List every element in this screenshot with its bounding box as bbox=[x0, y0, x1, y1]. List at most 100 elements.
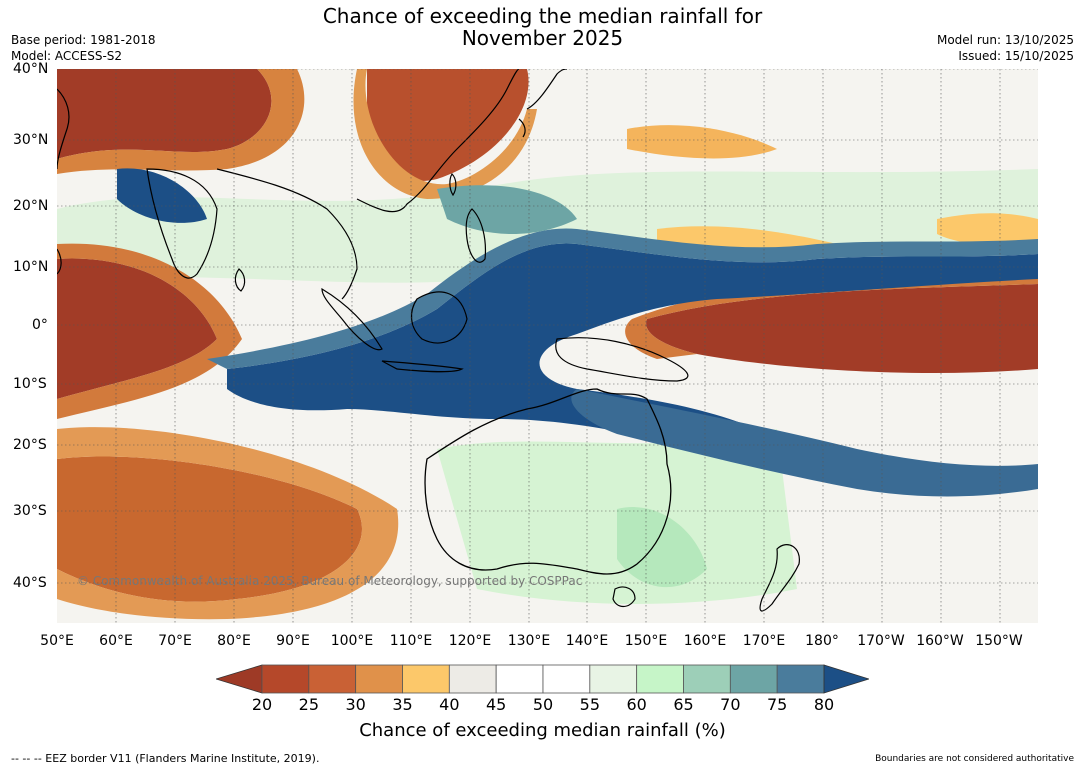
boundaries-disclaimer: Boundaries are not considered authoritat… bbox=[875, 754, 1074, 764]
lon-label: 130°E bbox=[507, 633, 551, 649]
colorbar-low-arrow bbox=[216, 664, 263, 694]
map-title-line1: Chance of exceeding the median rainfall … bbox=[322, 4, 763, 28]
wet-region-south-band bbox=[571, 389, 1038, 497]
colorbar-tick-label: 30 bbox=[345, 695, 366, 714]
base-period: Base period: 1981-2018 bbox=[11, 33, 156, 47]
colorbar-cell bbox=[542, 664, 591, 694]
lat-label: 0° bbox=[32, 317, 48, 333]
india-outline bbox=[146, 168, 218, 279]
dry-region-china bbox=[365, 69, 529, 181]
map-panel[interactable] bbox=[57, 69, 1038, 623]
graticule bbox=[57, 69, 1038, 623]
australia-outline bbox=[424, 388, 672, 575]
colorbar-tick-label: 45 bbox=[485, 695, 507, 714]
colorbar-tick-label: 75 bbox=[766, 695, 788, 714]
colorbar-cells bbox=[261, 664, 825, 694]
lat-label: 30°N bbox=[13, 132, 49, 148]
new-guinea-outline bbox=[555, 337, 689, 382]
eez-legend: -- -- -- EEZ border V11 (Flanders Marine… bbox=[11, 752, 320, 765]
colorbar-cell bbox=[729, 664, 778, 694]
lat-label: 20°N bbox=[13, 198, 49, 214]
dry-region-pacific bbox=[646, 284, 1038, 374]
map-title-line2: November 2025 bbox=[461, 26, 624, 50]
wet-region-maritime-edge bbox=[207, 228, 1038, 369]
rainfall-map bbox=[57, 69, 1038, 623]
lon-label: 160°E bbox=[683, 633, 727, 649]
colorbar-cell bbox=[683, 664, 731, 694]
colorbar-cell bbox=[402, 664, 450, 694]
dry-region-indian-ocean bbox=[57, 258, 217, 399]
wet-region-south-china-sea bbox=[437, 185, 577, 234]
colorbar-tick-label: 60 bbox=[626, 695, 647, 714]
model-run: Model run: 13/10/2025 bbox=[936, 33, 1074, 47]
lat-label: 20°S bbox=[13, 437, 47, 453]
map-title: Chance of exceeding the median rainfall … bbox=[0, 5, 1085, 49]
lon-label: 120°E bbox=[448, 633, 492, 649]
lat-label: 10°S bbox=[13, 376, 47, 392]
lon-label: 80°E bbox=[217, 633, 251, 649]
yellow-region bbox=[627, 125, 777, 159]
issued-date: Issued: 15/10/2025 bbox=[958, 49, 1074, 63]
colorbar-title: Chance of exceeding median rainfall (%) bbox=[359, 720, 726, 741]
meta-left: Base period: 1981-2018 Model: ACCESS-S2 bbox=[11, 32, 156, 64]
asia-coastline bbox=[216, 69, 520, 300]
colorbar-tick-label: 40 bbox=[439, 695, 460, 714]
lon-label: 140°E bbox=[565, 633, 609, 649]
lon-label: 100°E bbox=[330, 633, 374, 649]
lat-label: 40°N bbox=[13, 61, 49, 77]
dry-region-south-indian bbox=[57, 456, 362, 602]
lon-label: 170°W bbox=[857, 633, 905, 649]
colorbar-tick-label: 35 bbox=[392, 695, 413, 714]
tasmania-outline bbox=[612, 586, 636, 608]
wet-region-maritime bbox=[227, 243, 1038, 489]
colorbar-cell bbox=[355, 664, 403, 694]
colorbar-cell bbox=[308, 664, 357, 694]
dry-region-south-indian-edge bbox=[57, 427, 399, 620]
borneo-outline bbox=[411, 291, 468, 344]
taiwan-outline bbox=[449, 173, 457, 197]
lon-label: 170°E bbox=[742, 633, 786, 649]
copyright-notice: © Commonwealth of Australia 2025, Bureau… bbox=[77, 574, 583, 588]
dry-region-indian-ocean-edge bbox=[57, 243, 242, 419]
lon-label: 150°E bbox=[624, 633, 668, 649]
sumatra-outline bbox=[321, 287, 383, 351]
lon-label: 60°E bbox=[99, 633, 133, 649]
colorbar-high-arrow bbox=[823, 664, 869, 694]
java-outline bbox=[381, 360, 464, 373]
colorbar-cell bbox=[589, 664, 638, 694]
lon-label: 180° bbox=[805, 633, 839, 649]
wet-region-india bbox=[117, 168, 207, 223]
lat-label: 10°N bbox=[13, 259, 49, 275]
lon-label: 70°E bbox=[158, 633, 192, 649]
model-name: Model: ACCESS-S2 bbox=[11, 49, 123, 63]
lon-label: 160°W bbox=[916, 633, 964, 649]
green-region bbox=[617, 507, 707, 588]
dry-region-china-edge bbox=[353, 69, 537, 199]
japan-outline bbox=[518, 69, 568, 138]
colorbar-cell bbox=[495, 664, 544, 694]
colorbar-cell bbox=[636, 664, 684, 694]
colorbar-tick-label: 20 bbox=[251, 695, 273, 714]
colorbar-cell bbox=[261, 664, 310, 694]
colorbar bbox=[216, 664, 869, 694]
dry-region-asia bbox=[57, 69, 272, 159]
lon-label: 110°E bbox=[389, 633, 433, 649]
philippines-outline bbox=[465, 208, 487, 263]
lon-label: 50°E bbox=[40, 633, 74, 649]
new-zealand-outline bbox=[759, 544, 800, 612]
lat-label: 40°S bbox=[13, 575, 47, 591]
sri-lanka-outline bbox=[234, 268, 246, 292]
lon-label: 90°E bbox=[276, 633, 310, 649]
colorbar-tick-label: 70 bbox=[720, 695, 741, 714]
yellow-region bbox=[937, 213, 1038, 246]
colorbar-tick-label: 50 bbox=[532, 695, 554, 714]
colorbar-tick-label: 80 bbox=[813, 695, 835, 714]
colorbar-tick-label: 65 bbox=[673, 695, 694, 714]
colorbar-cell bbox=[448, 664, 497, 694]
africa-coastline bbox=[57, 88, 70, 275]
colorbar-tick-label: 25 bbox=[298, 695, 319, 714]
meta-right: Model run: 13/10/2025 Issued: 15/10/2025 bbox=[937, 32, 1074, 64]
dry-region-asia-edge bbox=[57, 69, 305, 174]
lon-label: 150°W bbox=[975, 633, 1023, 649]
lat-label: 30°S bbox=[13, 503, 47, 519]
